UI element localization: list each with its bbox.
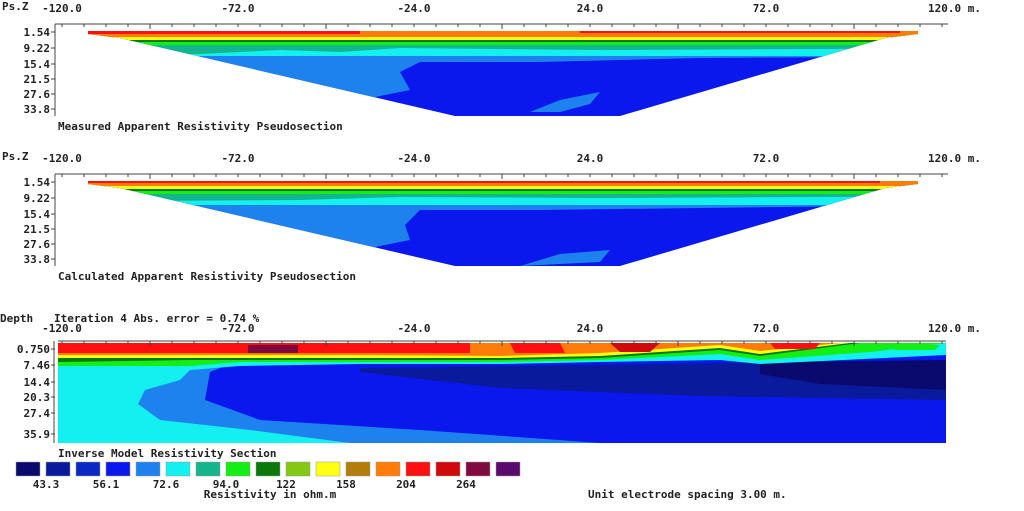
band-lightblue-patch: [530, 92, 600, 112]
axis-ticks: -120.0 -72.0 -24.0 24.0 72.0 120.0 m. 1.54 9.22…: [24, 2, 981, 116]
y-tick-label: 9.22: [24, 192, 51, 205]
x-tick-label: 24.0: [577, 322, 604, 335]
y-tick-label: 1.54: [24, 26, 51, 39]
axis-ticks: -120.0 -72.0 -24.0 24.0 72.0 120.0 m. 1.54 9.22…: [24, 152, 981, 266]
legend-swatch: [375, 461, 401, 477]
legend-label: 158: [336, 478, 356, 491]
y-tick-label: 33.8: [24, 253, 51, 266]
x-tick-label: -120.0: [42, 2, 82, 15]
y-tick-label: 21.5: [24, 223, 51, 236]
y-tick-label: 14.4: [24, 376, 51, 389]
legend-label: 122: [276, 478, 296, 491]
y-tick-label: 33.8: [24, 103, 51, 116]
legend-label: 43.3: [33, 478, 60, 491]
legend-swatch: [45, 461, 71, 477]
y-tick-label: 15.4: [24, 208, 51, 221]
band-cyan: [58, 360, 350, 443]
band-green-right: [890, 345, 940, 350]
legend-swatch: [465, 461, 491, 477]
band-red-right: [770, 343, 820, 349]
y-axis-label: Ps.Z: [2, 0, 29, 13]
y-tick-label: 1.54: [24, 176, 51, 189]
inverse-model-section: Depth Iteration 4 Abs. error = 0.74 % -1…: [0, 312, 981, 460]
band-darkred-mid: [610, 343, 660, 352]
band-lightblue: [58, 360, 600, 443]
band-navy: [760, 360, 946, 390]
chart-title: Measured Apparent Resistivity Pseudosect…: [58, 120, 343, 133]
x-tick-label: 120.0 m.: [928, 322, 981, 335]
legend-swatch: [285, 461, 311, 477]
legend-swatch: [75, 461, 101, 477]
measured-pseudosection: Ps.Z -120.0 -72.0 -24.0 24.0 72.0 120.0 m. 1.5…: [2, 0, 981, 133]
legend-label: 264: [456, 478, 476, 491]
legend-swatch: [345, 461, 371, 477]
band-red: [88, 181, 880, 183]
x-tick-label: 24.0: [577, 2, 604, 15]
y-axis-label: Depth: [0, 312, 33, 325]
band-lightblue-patch: [520, 250, 610, 266]
x-tick-label: 120.0 m.: [928, 2, 981, 15]
legend-swatch: [165, 461, 191, 477]
y-tick-label: 0.750: [17, 343, 50, 356]
band-red-mid: [510, 343, 565, 353]
y-tick-label: 27.4: [24, 407, 51, 420]
legend-label: 204: [396, 478, 416, 491]
legend-label: 94.0: [213, 478, 240, 491]
x-tick-label: -120.0: [42, 152, 82, 165]
y-tick-label: 27.6: [24, 238, 51, 251]
axis-ticks: -120.0 -72.0 -24.0 24.0 72.0 120.0 m. 0.750 7.4…: [17, 322, 981, 441]
y-tick-label: 35.9: [24, 428, 51, 441]
x-tick-label: -24.0: [397, 2, 430, 15]
x-tick-label: 24.0: [577, 152, 604, 165]
band-orange: [88, 181, 918, 186]
x-tick-label: -72.0: [221, 2, 254, 15]
model-fill: [58, 343, 946, 443]
y-tick-label: 15.4: [24, 58, 51, 71]
legend-swatch: [195, 461, 221, 477]
electrode-spacing: Unit electrode spacing 3.00 m.: [588, 488, 787, 501]
band-red-left: [88, 31, 360, 34]
y-tick-label: 27.6: [24, 88, 51, 101]
legend-swatch: [255, 461, 281, 477]
x-tick-label: 72.0: [753, 322, 780, 335]
band-orange: [88, 31, 918, 37]
legend-unit-label: Resistivity in ohm.m: [204, 488, 337, 501]
legend-swatch: [495, 461, 521, 477]
iteration-error: Iteration 4 Abs. error = 0.74 %: [54, 312, 260, 325]
x-tick-label: -72.0: [221, 152, 254, 165]
pseudosection-fill: [88, 31, 918, 116]
calculated-pseudosection: Ps.Z -120.0 -72.0 -24.0 24.0 72.0 120.0 m. 1.5…: [2, 150, 981, 283]
chart-title: Inverse Model Resistivity Section: [58, 447, 277, 460]
legend-label: 56.1: [93, 478, 120, 491]
x-tick-label: 72.0: [753, 152, 780, 165]
color-legend: 43.3 56.1 72.6 94.0 122 158 204 264: [15, 461, 521, 491]
legend-swatch: [315, 461, 341, 477]
y-tick-label: 20.3: [24, 391, 51, 404]
x-tick-label: -24.0: [397, 152, 430, 165]
legend-swatch: [435, 461, 461, 477]
x-tick-label: 72.0: [753, 2, 780, 15]
y-axis-label: Ps.Z: [2, 150, 29, 163]
y-tick-label: 9.22: [24, 42, 51, 55]
y-tick-label: 21.5: [24, 73, 51, 86]
legend-swatch: [225, 461, 251, 477]
band-maroon: [248, 345, 298, 353]
legend-swatch: [405, 461, 431, 477]
x-tick-label: -120.0: [42, 322, 82, 335]
x-tick-label: -72.0: [221, 322, 254, 335]
legend-swatch: [135, 461, 161, 477]
legend-label: 72.6: [153, 478, 180, 491]
x-tick-label: 120.0 m.: [928, 152, 981, 165]
chart-title: Calculated Apparent Resistivity Pseudose…: [58, 270, 356, 283]
legend-swatch: [105, 461, 131, 477]
band-red-right: [580, 31, 900, 33]
pseudosection-fill: [88, 181, 918, 266]
y-tick-label: 7.46: [24, 359, 51, 372]
legend-swatch: [15, 461, 41, 477]
x-tick-label: -24.0: [397, 322, 430, 335]
